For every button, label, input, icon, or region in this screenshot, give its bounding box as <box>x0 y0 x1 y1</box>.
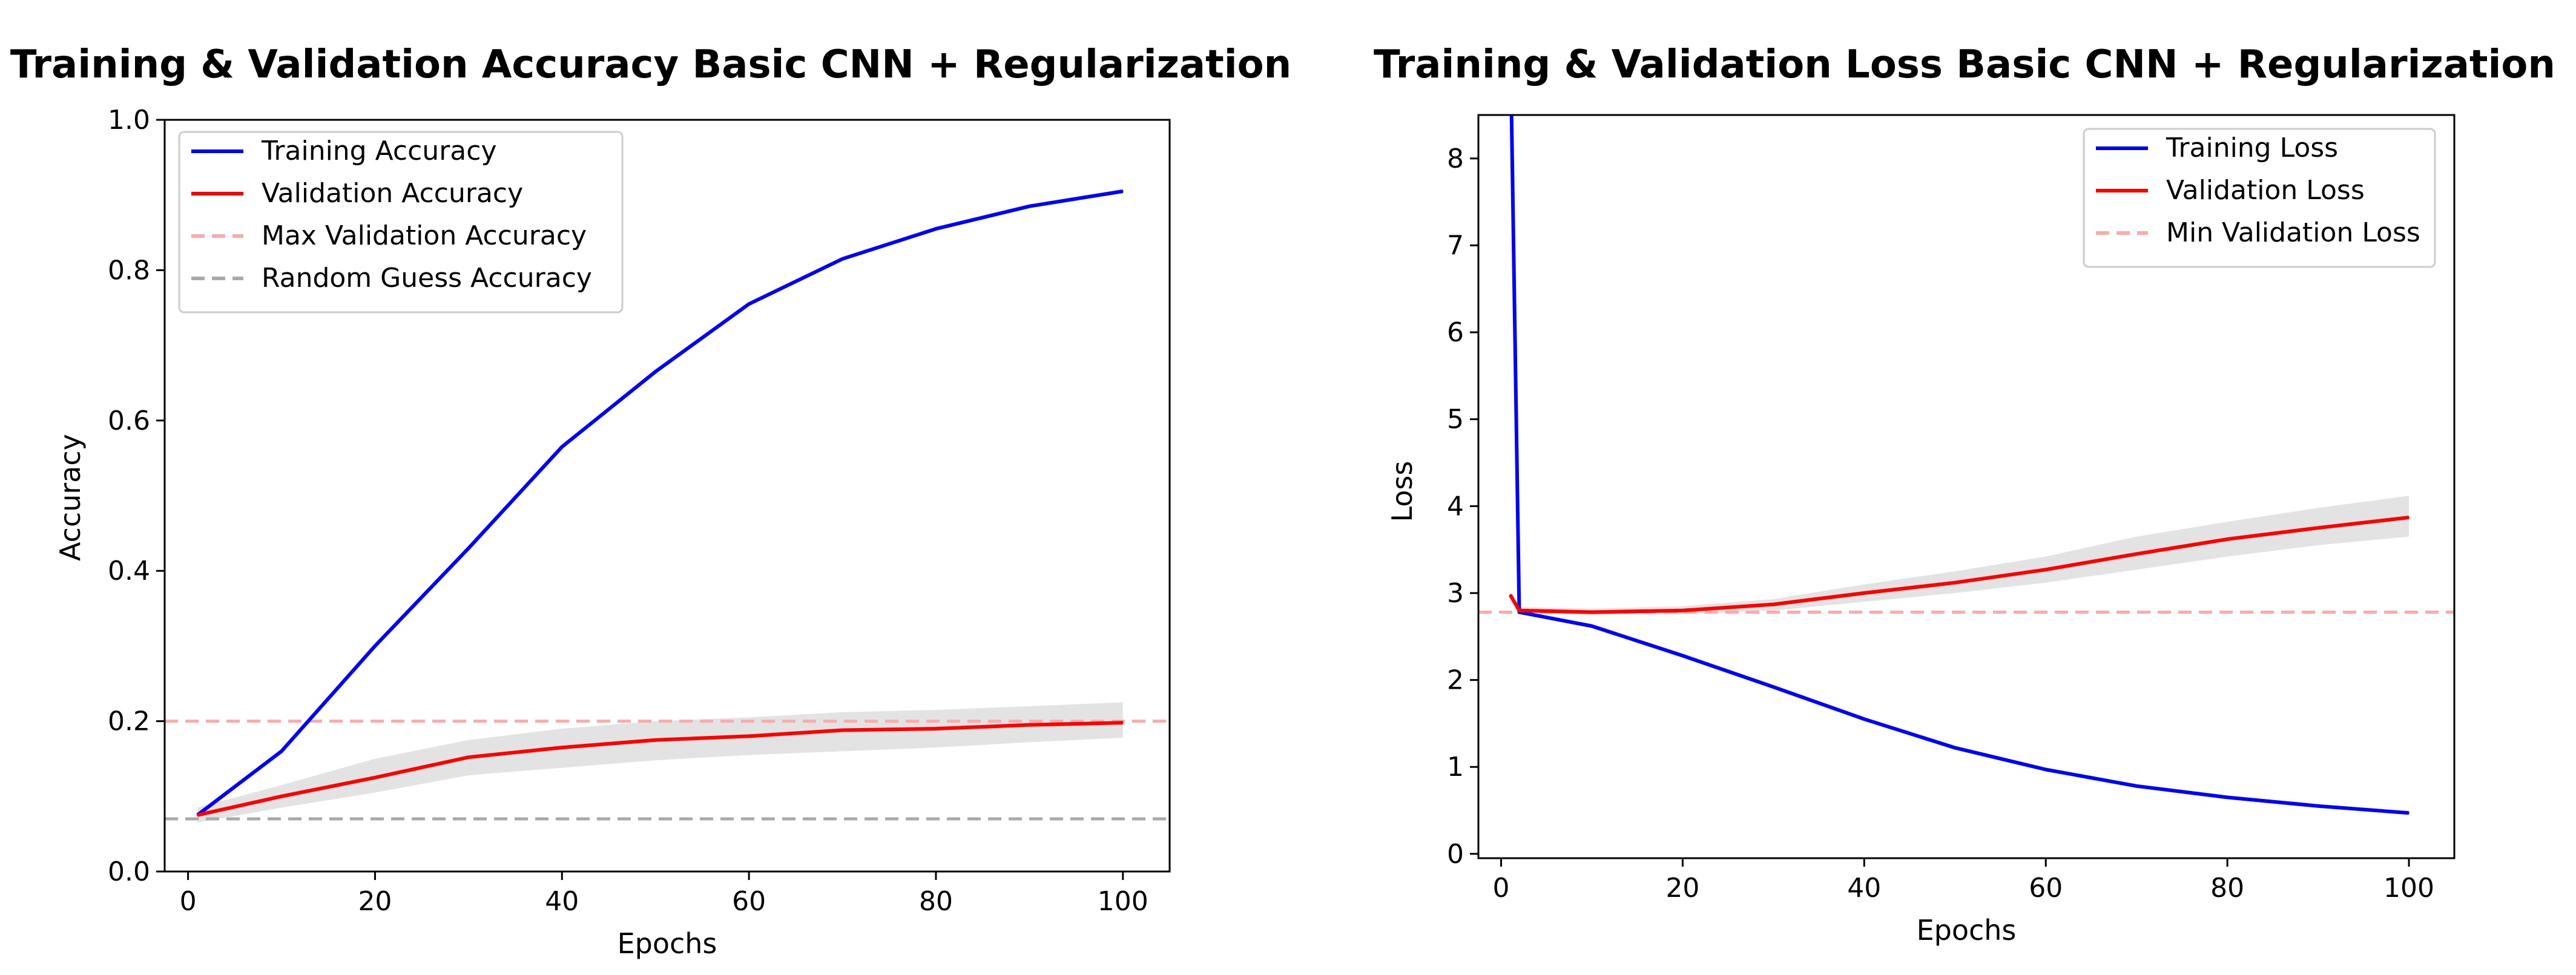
loss-series-1-point <box>2045 569 2047 571</box>
accuracy-validation-band <box>197 702 1123 823</box>
loss-series-0-point <box>1773 686 1774 688</box>
loss-series-1-point <box>2136 553 2138 555</box>
loss-plot-area <box>1478 27 2454 815</box>
loss-x-axis-label: Epochs <box>1917 914 2017 947</box>
loss-legend-label: Validation Loss <box>2166 175 2365 206</box>
accuracy-legend: Training Accuracy Validation Accuracy Max … <box>178 131 624 314</box>
accuracy-plot-area <box>165 189 1170 823</box>
accuracy-series-0-point <box>654 371 656 373</box>
loss-y-axis-label: Loss <box>1386 461 1418 522</box>
accuracy-legend-label: Max Validation Accuracy <box>262 220 587 251</box>
loss-series-0-point <box>2045 769 2047 770</box>
loss-legend-label: Training Loss <box>2166 133 2338 163</box>
loss-y-tick-label: 7 <box>1447 230 1464 261</box>
accuracy-y-tick-label: 0.4 <box>108 556 150 586</box>
loss-series-1-point <box>1591 611 1593 613</box>
loss-x-tick-label: 0 <box>1492 873 1509 904</box>
loss-y-tick-label: 0 <box>1447 839 1464 870</box>
loss-series-1-point <box>1682 609 1684 611</box>
loss-series-0-point <box>1509 27 1510 28</box>
loss-y-tick-label: 3 <box>1447 578 1464 609</box>
accuracy-y-tick-label: 0.6 <box>108 405 150 436</box>
accuracy-series-0-point <box>1122 190 1124 192</box>
accuracy-legend-label: Training Accuracy <box>261 136 496 166</box>
loss-series-1-point <box>1509 594 1511 596</box>
loss-series-1-point <box>1954 582 1956 583</box>
accuracy-x-tick-label: 20 <box>358 886 392 917</box>
accuracy-axes-frame <box>163 119 1171 873</box>
accuracy-series-1-point <box>842 729 843 731</box>
loss-series-1-point <box>2317 527 2319 529</box>
loss-series-line-0 <box>1509 115 2410 815</box>
accuracy-y-tick-label: 0.8 <box>108 255 150 286</box>
loss-x-tick-label: 20 <box>1665 873 1699 904</box>
accuracy-chart-title: Training & Validation Accuracy Basic CNN… <box>10 42 1291 87</box>
accuracy-series-1-point <box>654 739 656 741</box>
accuracy-series-1-point <box>1122 722 1124 724</box>
loss-y-tick-label: 4 <box>1447 491 1464 522</box>
accuracy-series-0-point <box>467 547 469 549</box>
loss-series-1-point <box>1863 592 1865 594</box>
loss-y-tick-label: 8 <box>1447 143 1464 174</box>
loss-series-0-point <box>1863 718 1865 720</box>
loss-legend: Training Loss Validation Loss Min Validati… <box>2083 128 2436 268</box>
loss-legend-label: Min Validation Loss <box>2166 217 2420 248</box>
loss-y-tick-label: 1 <box>1447 752 1464 783</box>
accuracy-series-0-point <box>748 303 750 305</box>
accuracy-chart: Training & Validation Accuracy Basic CNN… <box>10 42 1291 960</box>
loss-x-tick-label: 100 <box>2383 873 2434 904</box>
loss-series-0-point <box>1954 747 1956 749</box>
accuracy-legend-box <box>178 131 624 314</box>
loss-validation-band <box>1510 496 2409 615</box>
accuracy-series-1-point <box>374 776 376 778</box>
loss-series-1-point <box>1518 609 1520 611</box>
accuracy-series-1-point <box>197 814 199 816</box>
accuracy-series-1-point <box>281 795 283 797</box>
loss-y-tick-label: 5 <box>1447 404 1464 435</box>
loss-chart: Training & Validation Loss Basic CNN + R… <box>1374 27 2555 947</box>
loss-legend-box <box>2083 128 2436 268</box>
accuracy-x-tick-label: 0 <box>180 886 197 917</box>
accuracy-series-0-point <box>935 228 937 230</box>
loss-x-tick-label: 40 <box>1847 873 1881 904</box>
accuracy-series-1-point <box>935 728 937 730</box>
loss-series-0-point <box>2227 796 2228 798</box>
loss-series-1-point <box>2227 538 2228 540</box>
accuracy-x-axis-label: Epochs <box>618 927 717 960</box>
loss-series-0-point <box>1591 625 1593 627</box>
loss-x-tick-label: 60 <box>2029 873 2063 904</box>
accuracy-y-tick-label: 0.2 <box>108 706 150 737</box>
accuracy-series-0-point <box>281 750 283 752</box>
loss-series-0-point <box>1682 655 1684 657</box>
loss-series-1-point <box>2408 516 2410 518</box>
loss-series-1-point <box>1773 603 1774 605</box>
loss-series-line-1 <box>1508 516 2410 614</box>
loss-axes-frame <box>1477 114 2456 859</box>
accuracy-series-0-point <box>842 258 843 260</box>
accuracy-x-tick-label: 80 <box>919 886 953 917</box>
accuracy-series-1-point <box>1029 724 1030 726</box>
accuracy-y-tick-label: 0.0 <box>108 856 150 887</box>
accuracy-series-0-point <box>1029 205 1030 207</box>
loss-y-tick-label: 6 <box>1447 317 1464 348</box>
loss-y-tick-label: 2 <box>1447 665 1464 696</box>
accuracy-series-0-point <box>374 645 376 647</box>
loss-x-tick-label: 80 <box>2210 873 2244 904</box>
loss-series-0-point <box>2136 785 2138 787</box>
accuracy-series-0-point <box>561 446 563 448</box>
accuracy-x-tick-label: 40 <box>545 886 579 917</box>
accuracy-series-1-point <box>467 757 469 758</box>
accuracy-legend-label: Validation Accuracy <box>262 178 523 209</box>
loss-series-0-point <box>2408 812 2410 814</box>
accuracy-series-1-point <box>561 747 563 749</box>
accuracy-x-tick-label: 60 <box>732 886 766 917</box>
accuracy-x-tick-label: 100 <box>1098 886 1148 917</box>
accuracy-legend-label: Random Guess Accuracy <box>262 263 592 294</box>
loss-series-0-point <box>2317 805 2319 807</box>
loss-chart-title: Training & Validation Loss Basic CNN + R… <box>1374 42 2555 87</box>
accuracy-y-axis-label: Accuracy <box>54 434 87 561</box>
accuracy-y-tick-label: 1.0 <box>108 105 150 136</box>
accuracy-series-1-point <box>748 735 750 737</box>
